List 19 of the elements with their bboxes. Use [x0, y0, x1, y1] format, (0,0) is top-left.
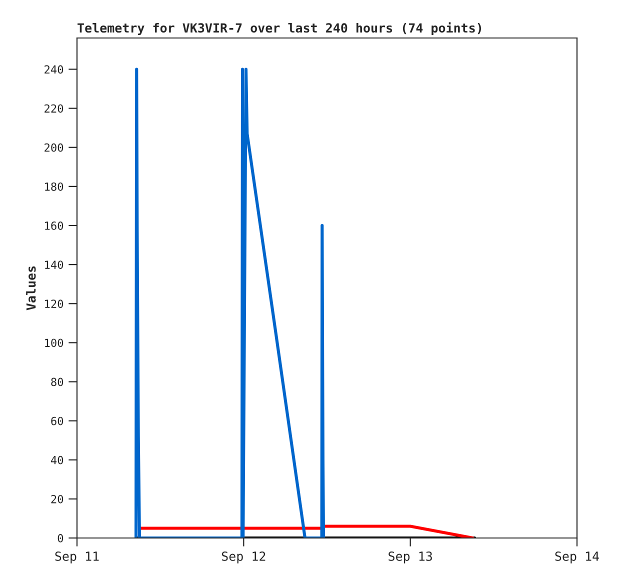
y-tick-label: 60: [51, 416, 64, 426]
y-tick-label: 240: [44, 65, 64, 74]
x-tick-label: Sep 11: [55, 551, 99, 564]
x-tick-label: Sep 12: [222, 551, 266, 564]
x-tick-label: Sep 14: [555, 551, 599, 564]
x-tick-label: Sep 13: [388, 551, 432, 564]
y-tick-label: 100: [45, 338, 64, 348]
y-tick-label: 40: [50, 456, 64, 464]
y-tick-label: 220: [44, 104, 64, 113]
y-tick-label: 180: [45, 182, 64, 191]
y-tick-label: 0: [58, 534, 64, 542]
chart-title: Telemetry for VK3VIR-7 over last 240 hours (74 points): [78, 22, 482, 36]
y-tick-label: 160: [45, 222, 64, 230]
y-tick-label: 200: [44, 143, 64, 152]
y-axis-title: Values: [26, 266, 36, 310]
y-tick-label: 120: [45, 300, 64, 308]
y-tick-label: 140: [45, 260, 64, 269]
y-tick-label: 20: [51, 494, 64, 504]
y-tick-label: 80: [51, 378, 64, 386]
